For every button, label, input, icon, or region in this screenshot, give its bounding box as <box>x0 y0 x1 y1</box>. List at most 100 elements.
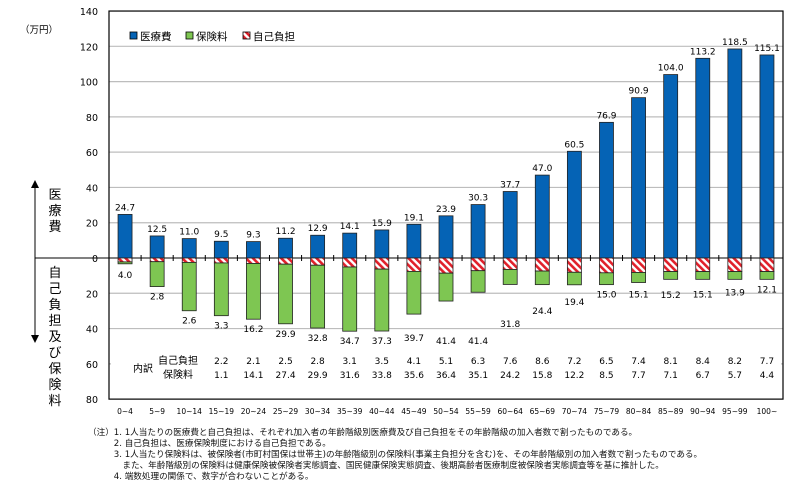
bar-premium <box>310 264 326 329</box>
bar-self-pay <box>727 257 743 272</box>
bar-self-pay <box>374 257 390 270</box>
legend-swatch <box>185 31 194 40</box>
data-label-lower: 15.1 <box>693 291 713 301</box>
bar-self-pay <box>406 257 422 272</box>
table-cell: 2.2 <box>214 357 228 367</box>
y-tick-label: 140 <box>80 7 98 18</box>
bar-premium <box>117 261 133 265</box>
data-label-medical: 9.3 <box>246 231 260 241</box>
bar-premium <box>213 262 229 317</box>
bar-medical <box>566 150 582 259</box>
table-cell: 5.7 <box>728 371 742 381</box>
data-label-lower: 34.7 <box>340 337 360 347</box>
bar-self-pay <box>759 257 775 272</box>
data-label-medical: 24.7 <box>115 203 135 213</box>
data-label-medical: 37.7 <box>500 180 520 190</box>
data-label-lower: 41.4 <box>436 337 456 347</box>
bar-medical <box>181 238 197 259</box>
data-label-lower: 16.2 <box>243 325 263 335</box>
data-label-medical: 19.1 <box>404 213 424 223</box>
table-cell: 7.6 <box>503 357 518 367</box>
data-label-medical: 12.9 <box>308 224 328 234</box>
bar-premium <box>534 270 550 286</box>
bar-self-pay <box>246 257 261 264</box>
bar-premium <box>727 271 743 280</box>
x-tick-label: 80~84 <box>626 407 652 416</box>
bar-self-pay <box>566 257 582 273</box>
x-tick-label: 10~14 <box>177 407 203 416</box>
data-label-medical: 90.9 <box>629 87 649 97</box>
x-tick-label: 5~9 <box>149 407 165 416</box>
data-label-medical: 11.2 <box>276 227 296 237</box>
data-label-lower: 2.6 <box>182 317 197 327</box>
table-cell: 33.8 <box>372 371 392 381</box>
bar-medical <box>374 229 390 259</box>
table-row-label: 自己負担 <box>158 354 198 367</box>
data-label-lower: 19.4 <box>564 298 584 308</box>
bar-medical <box>663 74 679 259</box>
table-cell: 7.4 <box>631 357 646 367</box>
note: 4. 端数処理の関係で、数字が合わないことがある。 <box>88 472 314 482</box>
data-label-medical: 14.1 <box>340 222 360 232</box>
table-cell: 6.5 <box>599 357 613 367</box>
table-cell: 7.2 <box>567 357 581 367</box>
bar-self-pay <box>310 257 326 266</box>
y-tick-label: 0 <box>92 254 98 265</box>
y-tick-label: 20 <box>86 219 98 230</box>
data-label-lower: 15.0 <box>596 291 616 301</box>
data-label-lower: 39.7 <box>404 334 424 344</box>
bar-premium <box>278 263 293 325</box>
bar-medical <box>342 232 358 259</box>
table-cell: 2.8 <box>310 357 325 367</box>
x-tick-label: 60~64 <box>498 407 524 416</box>
plot-frame <box>108 10 784 400</box>
table-title: 内訳 <box>133 362 153 375</box>
bar-self-pay <box>599 257 614 274</box>
arrow-up-icon <box>31 180 39 188</box>
bar-self-pay <box>534 257 550 272</box>
bar-medical <box>117 214 133 259</box>
y-tick-label: 80 <box>86 395 98 406</box>
bar-premium <box>406 271 422 315</box>
data-label-lower: 2.8 <box>150 293 165 303</box>
legend-swatch <box>242 31 251 40</box>
legend-label: 医療費 <box>140 30 172 43</box>
data-label-medical: 15.9 <box>372 219 392 229</box>
bar-self-pay <box>213 257 229 264</box>
legend-swatch <box>129 31 138 40</box>
bar-premium <box>599 272 614 286</box>
x-tick-label: 70~74 <box>562 407 588 416</box>
x-tick-label: 35~39 <box>337 407 363 416</box>
table-cell: 7.7 <box>631 371 645 381</box>
data-label-lower: 15.1 <box>629 291 649 301</box>
x-tick-label: 50~54 <box>433 407 459 416</box>
data-label-lower: 15.2 <box>661 291 681 301</box>
data-label-medical: 12.5 <box>147 225 167 235</box>
table-cell: 8.2 <box>728 357 742 367</box>
table-cell: 15.8 <box>532 371 552 381</box>
bar-premium <box>502 269 518 285</box>
bar-medical <box>470 204 486 259</box>
table-cell: 12.2 <box>564 371 584 381</box>
bar-premium <box>181 262 197 312</box>
data-label-lower: 37.3 <box>372 337 392 347</box>
bar-medical <box>149 235 165 259</box>
table-cell: 8.5 <box>599 371 613 381</box>
bar-medical <box>599 121 614 259</box>
y-tick-label: 80 <box>86 113 98 124</box>
x-tick-label: 100~ <box>757 407 778 416</box>
bar-premium <box>695 271 711 280</box>
table-cell: 4.4 <box>760 371 775 381</box>
bar-self-pay <box>181 257 197 263</box>
table-cell: 8.6 <box>535 357 550 367</box>
bar-premium <box>374 268 390 332</box>
bar-self-pay <box>342 257 358 268</box>
table-cell: 8.1 <box>664 357 678 367</box>
table-cell: 7.7 <box>760 357 774 367</box>
data-label-lower: 41.4 <box>468 337 488 347</box>
data-label-medical: 23.9 <box>436 205 456 215</box>
y-tick-label: 40 <box>86 183 98 194</box>
table-cell: 7.1 <box>664 371 678 381</box>
bar-medical <box>213 240 229 259</box>
